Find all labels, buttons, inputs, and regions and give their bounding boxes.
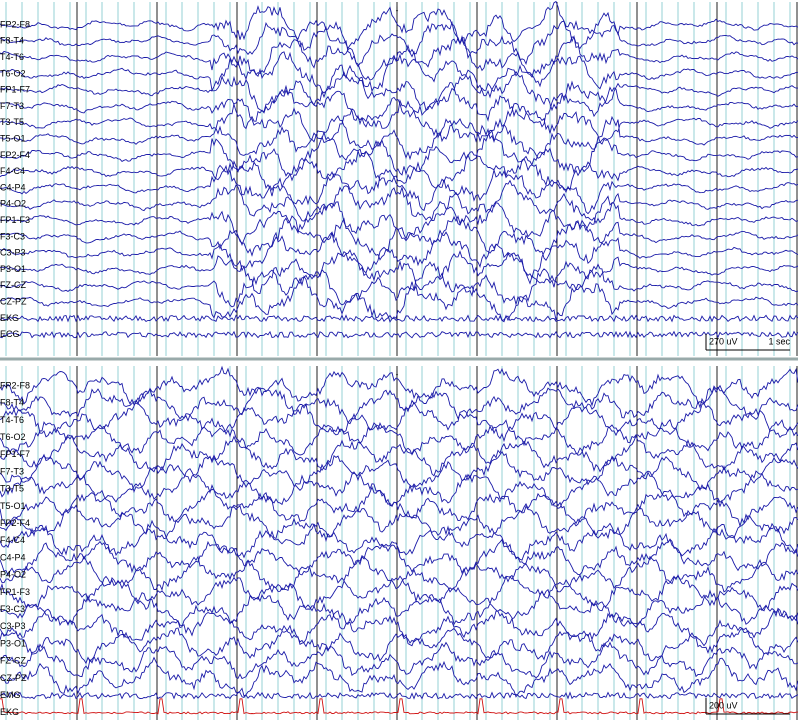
channel-label: FP2-F8 — [0, 19, 30, 29]
eeg-trace — [0, 417, 798, 456]
eeg-trace — [0, 554, 798, 593]
channel-label: P4-O2 — [0, 199, 26, 209]
eeg-trace — [0, 98, 798, 145]
eeg-trace — [0, 607, 798, 647]
eeg-trace — [0, 385, 798, 424]
channel-label: F7-T3 — [0, 101, 24, 111]
channel-label: C4-P4 — [0, 552, 26, 562]
eeg-trace — [0, 641, 798, 680]
eeg-trace — [0, 485, 798, 528]
channel-label: FP2-F8 — [0, 380, 30, 390]
channel-label: P3-O1 — [0, 638, 26, 648]
channel-label: F8-T4 — [0, 36, 24, 46]
channel-label: F4-C4 — [0, 166, 25, 176]
channel-label: FP1-F3 — [0, 587, 30, 597]
eeg-trace — [0, 468, 798, 509]
eeg-panel: ↓ FP2-F8 F8-T4 T4-T6 T6-O2 FP1-F7 F7-T3 T3-T5 T5… — [0, 365, 798, 720]
eeg-trace — [0, 150, 798, 197]
channel-label: FP2-F4 — [0, 150, 30, 160]
scale-time: 1 sec — [768, 336, 790, 346]
eeg-trace — [0, 504, 798, 543]
channel-label: T5-O1 — [0, 133, 26, 143]
channel-label: F3-C3 — [0, 231, 25, 241]
scale-amplitude: 200 uV — [709, 700, 738, 710]
eeg-trace — [0, 656, 798, 698]
channel-label: EKG — [0, 313, 19, 323]
event-marker: ↓ — [395, 367, 400, 377]
eeg-trace — [0, 195, 798, 247]
eeg-trace — [0, 229, 798, 279]
channel-label: P3-O1 — [0, 264, 26, 274]
channel-label: T6-O2 — [0, 68, 26, 78]
channel-label: C3-P3 — [0, 621, 26, 631]
channel-label: FP1-F7 — [0, 85, 30, 95]
channel-label: T3-T5 — [0, 117, 24, 127]
event-marker: ↓ — [395, 3, 400, 13]
eeg-trace — [0, 588, 798, 630]
eeg-trace — [0, 624, 798, 665]
channel-label: F4-C4 — [0, 535, 25, 545]
eeg-trace — [0, 36, 798, 81]
eeg-trace — [0, 538, 798, 577]
eeg-trace — [0, 261, 798, 308]
eeg-trace — [0, 519, 798, 561]
channel-label: P4-O2 — [0, 570, 26, 580]
scale-amplitude: 270 uV — [709, 336, 738, 346]
channel-label: C4-P4 — [0, 182, 26, 192]
eeg-trace — [0, 275, 798, 323]
channel-label: T6-O2 — [0, 432, 26, 442]
eeg-trace — [0, 20, 798, 68]
channel-label: CZ-PZ — [0, 673, 27, 683]
channel-label: ECG — [0, 329, 20, 339]
eeg-trace — [0, 115, 798, 161]
eeg-trace — [0, 81, 798, 130]
channel-label: F7-T3 — [0, 466, 24, 476]
eeg-trace — [0, 399, 798, 443]
channel-label: F8-T4 — [0, 398, 24, 408]
eeg-trace — [0, 574, 798, 612]
eeg-trace — [0, 698, 798, 715]
eeg-trace — [0, 314, 798, 323]
channel-label: FP1-F3 — [0, 215, 30, 225]
channel-label: FP2-F4 — [0, 518, 30, 528]
channel-label: T5-O1 — [0, 501, 26, 511]
eeg-trace — [0, 64, 798, 113]
channel-label: CZ-PZ — [0, 296, 27, 306]
channel-label: T3-T5 — [0, 484, 24, 494]
channel-label: EMG — [0, 690, 21, 700]
channel-label: F3-C3 — [0, 604, 25, 614]
eeg-trace — [0, 164, 798, 215]
channel-label: FZ-CZ — [0, 656, 26, 666]
channel-label: T4-T6 — [0, 415, 24, 425]
channel-label: C3-P3 — [0, 248, 26, 258]
channel-label: FP1-F7 — [0, 449, 30, 459]
eeg-trace — [0, 179, 798, 225]
channel-label: EKG — [0, 707, 19, 717]
eeg-trace — [0, 0, 798, 50]
eeg-panel: ↓ FP2-F8 F8-T4 T4-T6 T6-O2 FP1-F7 F7-T3 T3-T5 T5… — [0, 0, 798, 356]
eeg-trace — [0, 434, 798, 477]
eeg-trace — [0, 51, 798, 99]
channel-label: T4-T6 — [0, 52, 24, 62]
eeg-trace — [0, 330, 798, 339]
eeg-trace — [0, 130, 798, 177]
eeg-trace — [0, 214, 798, 261]
eeg-trace — [0, 691, 798, 700]
eeg-trace — [0, 249, 798, 294]
channel-label: FZ-CZ — [0, 280, 26, 290]
